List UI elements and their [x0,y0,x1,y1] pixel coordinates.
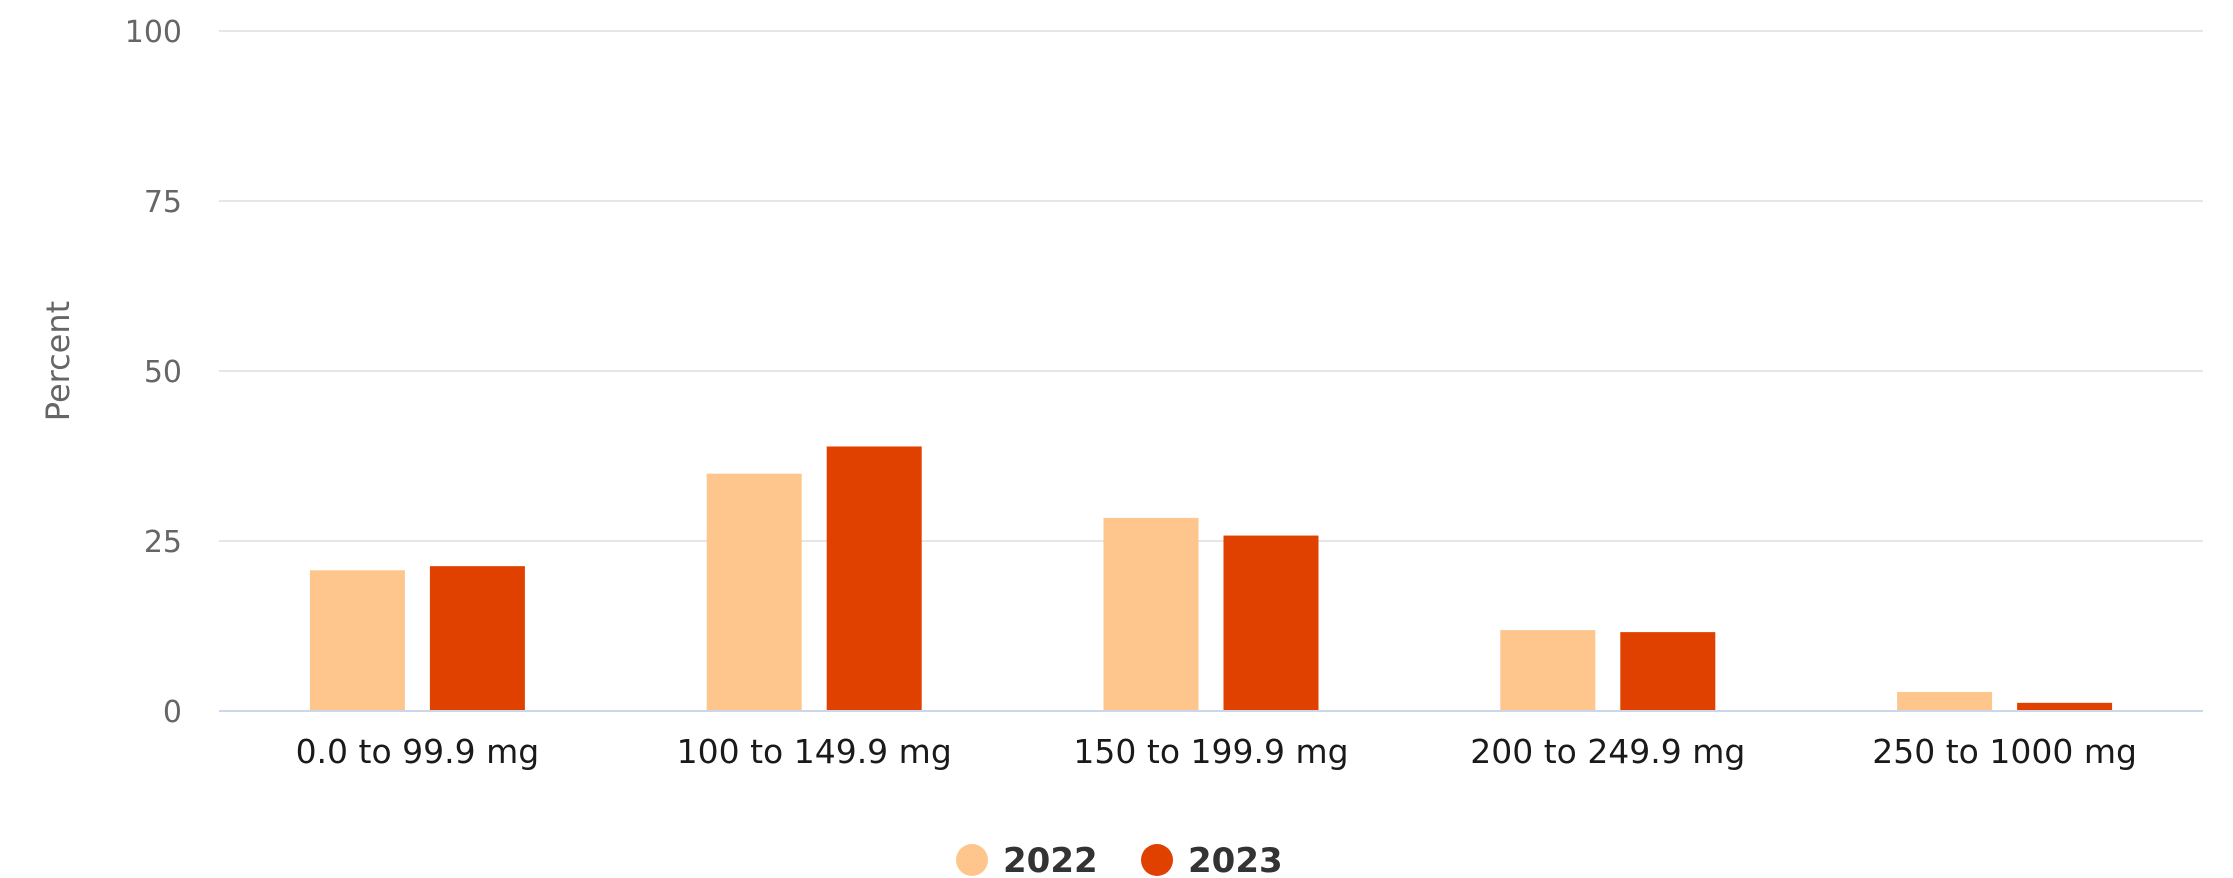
bar-2023-4[interactable] [2017,702,2113,711]
y-tick-label: 25 [144,525,182,560]
bar-2022-2[interactable] [1103,517,1199,711]
bar-2023-0[interactable] [429,566,525,711]
x-axis-ticks: 0.0 to 99.9 mg 100 to 149.9 mg 150 to 199.… [296,732,2137,771]
legend-label: 2022 [1003,841,1098,878]
y-tick-label: 100 [125,15,182,50]
legend-marker [956,844,988,876]
legend-item-2023[interactable]: 2023 [1141,841,1283,878]
x-tick-label: 200 to 249.9 mg [1470,732,1745,771]
legend-label: 2023 [1188,841,1283,878]
bar-2022-1[interactable] [706,473,802,711]
bar-2023-2[interactable] [1223,535,1319,711]
bar-2023-1[interactable] [826,446,922,711]
bar-2022-4[interactable] [1897,691,1993,711]
y-tick-label: 75 [144,185,182,220]
bar-2023-3[interactable] [1620,632,1716,711]
legend-item-2022[interactable]: 2022 [956,841,1098,878]
x-tick-label: 0.0 to 99.9 mg [296,732,540,771]
bars [309,446,2113,711]
legend-marker [1141,844,1173,876]
bar-2022-0[interactable] [309,570,405,711]
y-tick-label: 0 [163,695,182,730]
bar-2022-3[interactable] [1500,630,1596,711]
x-tick-label: 100 to 149.9 mg [677,732,952,771]
x-tick-label: 250 to 1000 mg [1872,732,2137,771]
grid-lines [219,30,2203,542]
y-axis-ticks: 0 25 50 75 100 [125,15,182,730]
y-tick-label: 50 [144,355,182,390]
legend[interactable]: 2022 2023 [956,841,1283,878]
y-axis-title: Percent [39,301,77,421]
x-tick-label: 150 to 199.9 mg [1073,732,1348,771]
